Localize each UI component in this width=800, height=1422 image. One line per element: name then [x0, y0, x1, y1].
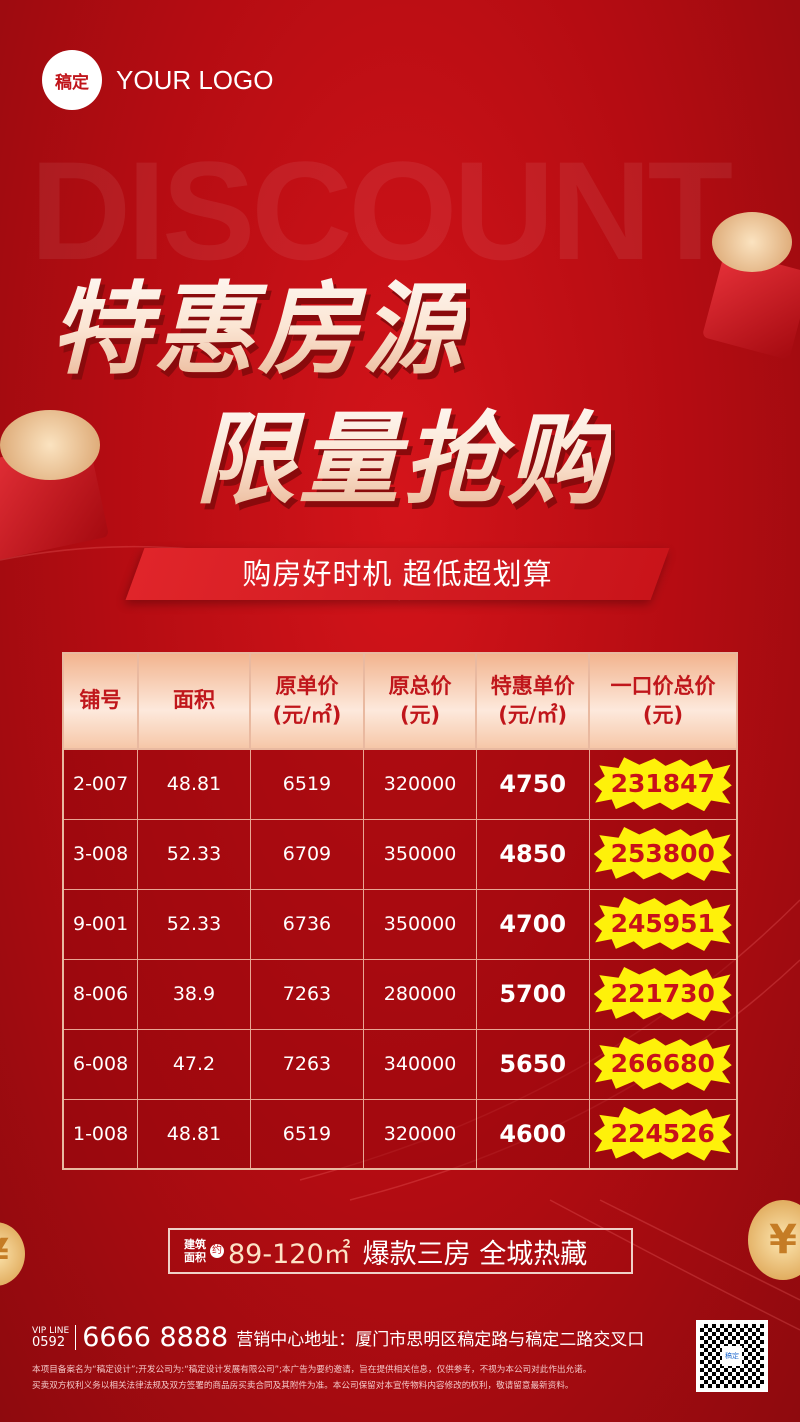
disclaimer-line-2: 买卖双方权利义务以相关法律法规及双方签署的商品房买卖合同及其附件为准。本公司保留… — [32, 1381, 574, 1391]
price-burst-badge: 266680 — [593, 1037, 732, 1091]
table-cell: 4700 — [475, 888, 590, 960]
header-unit: (元) — [642, 703, 684, 727]
table-cell: 350000 — [363, 888, 477, 960]
table-row: 6-008 47.2 7263 340000 5650 266680 — [62, 1028, 738, 1100]
area-banner: 建筑 面积 约 89-120㎡ 爆款三房 全城热藏 — [168, 1228, 633, 1274]
area-tagline: 爆款三房 全城热藏 — [362, 1238, 588, 1270]
table-cell: 6519 — [249, 1098, 365, 1170]
logo-text: YOUR LOGO — [116, 64, 274, 95]
table-cell: 4750 — [475, 748, 590, 820]
table-row: 3-008 52.33 6709 350000 4850 253800 — [62, 818, 738, 890]
gift-bow-icon — [712, 212, 792, 272]
area-label: 建筑 面积 — [184, 1238, 206, 1264]
table-cell: 6709 — [249, 818, 365, 890]
watermark-text: DISCOUNT — [30, 132, 733, 289]
column-header: 原单价 (元/㎡) — [249, 652, 365, 750]
header-label: 一口价总价 — [610, 673, 716, 698]
table-cell: 266680 — [588, 1028, 738, 1100]
price-burst-badge: 224526 — [593, 1106, 732, 1161]
area-range: 89-120㎡ — [228, 1238, 351, 1270]
table-cell: 231847 — [588, 748, 738, 820]
address: 营销中心地址：厦门市思明区稿定路与稿定二路交叉口 — [236, 1330, 645, 1350]
header-label: 特惠单价 — [490, 673, 575, 698]
yuan-coin-icon: ¥ — [748, 1200, 800, 1280]
header-label: 原总价 — [388, 673, 452, 698]
approx-badge: 约 — [210, 1244, 224, 1258]
table-cell: 7263 — [249, 1028, 365, 1100]
price-burst-badge: 253800 — [593, 827, 732, 881]
column-header: 特惠单价 (元/㎡) — [475, 652, 591, 750]
header-unit: (元/㎡) — [498, 703, 568, 727]
price-burst-badge: 245951 — [593, 897, 732, 951]
disclaimer-line-1: 本项目备案名为“稿定设计”;开发公司为:“稿定设计发展有限公司”;本广告为要约邀… — [32, 1365, 592, 1375]
table-cell: 38.9 — [137, 958, 251, 1030]
table-cell: 8-006 — [62, 958, 139, 1030]
table-cell: 1-008 — [62, 1098, 139, 1170]
qr-pattern: 稿定 — [700, 1324, 764, 1388]
column-header: 铺号 — [62, 652, 139, 750]
slogan-text: 购房好时机 超低超划算 — [242, 557, 553, 591]
gift-bow-icon — [0, 410, 100, 480]
header-unit: (元/㎡) — [272, 703, 342, 727]
table-cell: 245951 — [588, 888, 738, 960]
table-cell: 320000 — [363, 1098, 477, 1170]
table-row: 1-008 48.81 6519 320000 4600 224526 — [62, 1098, 738, 1170]
table-row: 2-007 48.81 6519 320000 4750 231847 — [62, 748, 738, 820]
price-burst-badge: 221730 — [593, 967, 732, 1021]
price-burst-badge: 231847 — [593, 757, 732, 812]
table-cell: 4600 — [475, 1098, 590, 1170]
price-table: 铺号 面积 原单价 (元/㎡) 原总价 (元) 特惠单价 (元/㎡) 一口价总价 (元) 2-00… — [62, 652, 738, 1170]
table-cell: 320000 — [363, 748, 477, 820]
table-cell: 5650 — [475, 1028, 590, 1100]
vip-line: VIP LINE 0592 — [32, 1325, 77, 1350]
header-unit: (元) — [399, 703, 441, 727]
table-cell: 6-008 — [62, 1028, 139, 1100]
table-cell: 7263 — [249, 958, 365, 1030]
column-header: 面积 — [136, 652, 252, 750]
table-cell: 4850 — [475, 818, 590, 890]
column-header: 一口价总价 (元) — [588, 652, 738, 750]
qr-code[interactable]: 稿定 — [696, 1320, 768, 1392]
title-line1: 特惠房源 — [50, 248, 466, 393]
table-cell: 6519 — [249, 748, 365, 820]
table-cell: 340000 — [363, 1028, 477, 1100]
header-label: 铺号 — [79, 688, 122, 713]
table-cell: 6736 — [249, 888, 365, 960]
header-label: 面积 — [172, 688, 215, 713]
table-cell: 2-007 — [62, 748, 139, 820]
phone-number[interactable]: 6666 8888 — [82, 1322, 229, 1353]
table-cell: 280000 — [363, 958, 477, 1030]
table-cell: 52.33 — [137, 888, 251, 960]
area-label-1: 建筑 — [184, 1238, 206, 1251]
table-cell: 253800 — [588, 818, 738, 890]
table-cell: 47.2 — [137, 1028, 251, 1100]
header-label: 原单价 — [275, 673, 339, 698]
qr-label: 稿定 — [722, 1346, 742, 1366]
table-cell: 5700 — [475, 958, 590, 1030]
table-cell: 224526 — [588, 1098, 738, 1170]
table-row: 8-006 38.9 7263 280000 5700 221730 — [62, 958, 738, 1030]
contact-row: VIP LINE 0592 6666 8888 营销中心地址：厦门市思明区稿定路与… — [32, 1322, 644, 1353]
table-cell: 48.81 — [137, 748, 251, 820]
vip-line-label: VIP LINE — [32, 1326, 70, 1336]
logo: 稿定 YOUR LOGO — [42, 50, 273, 110]
table-cell: 221730 — [588, 958, 738, 1030]
area-code: 0592 — [32, 1335, 66, 1350]
logo-badge: 稿定 — [42, 50, 102, 110]
area-label-2: 面积 — [184, 1251, 206, 1264]
table-cell: 9-001 — [62, 888, 139, 960]
table-cell: 48.81 — [137, 1098, 251, 1170]
table-cell: 3-008 — [62, 818, 139, 890]
table-cell: 52.33 — [137, 818, 251, 890]
column-header: 原总价 (元) — [362, 652, 478, 750]
disclaimer: 本项目备案名为“稿定设计”;开发公司为:“稿定设计发展有限公司”;本广告为要约邀… — [32, 1362, 692, 1394]
title-line2: 限量抢购 — [195, 378, 611, 523]
table-row: 9-001 52.33 6736 350000 4700 245951 — [62, 888, 738, 960]
table-cell: 350000 — [363, 818, 477, 890]
